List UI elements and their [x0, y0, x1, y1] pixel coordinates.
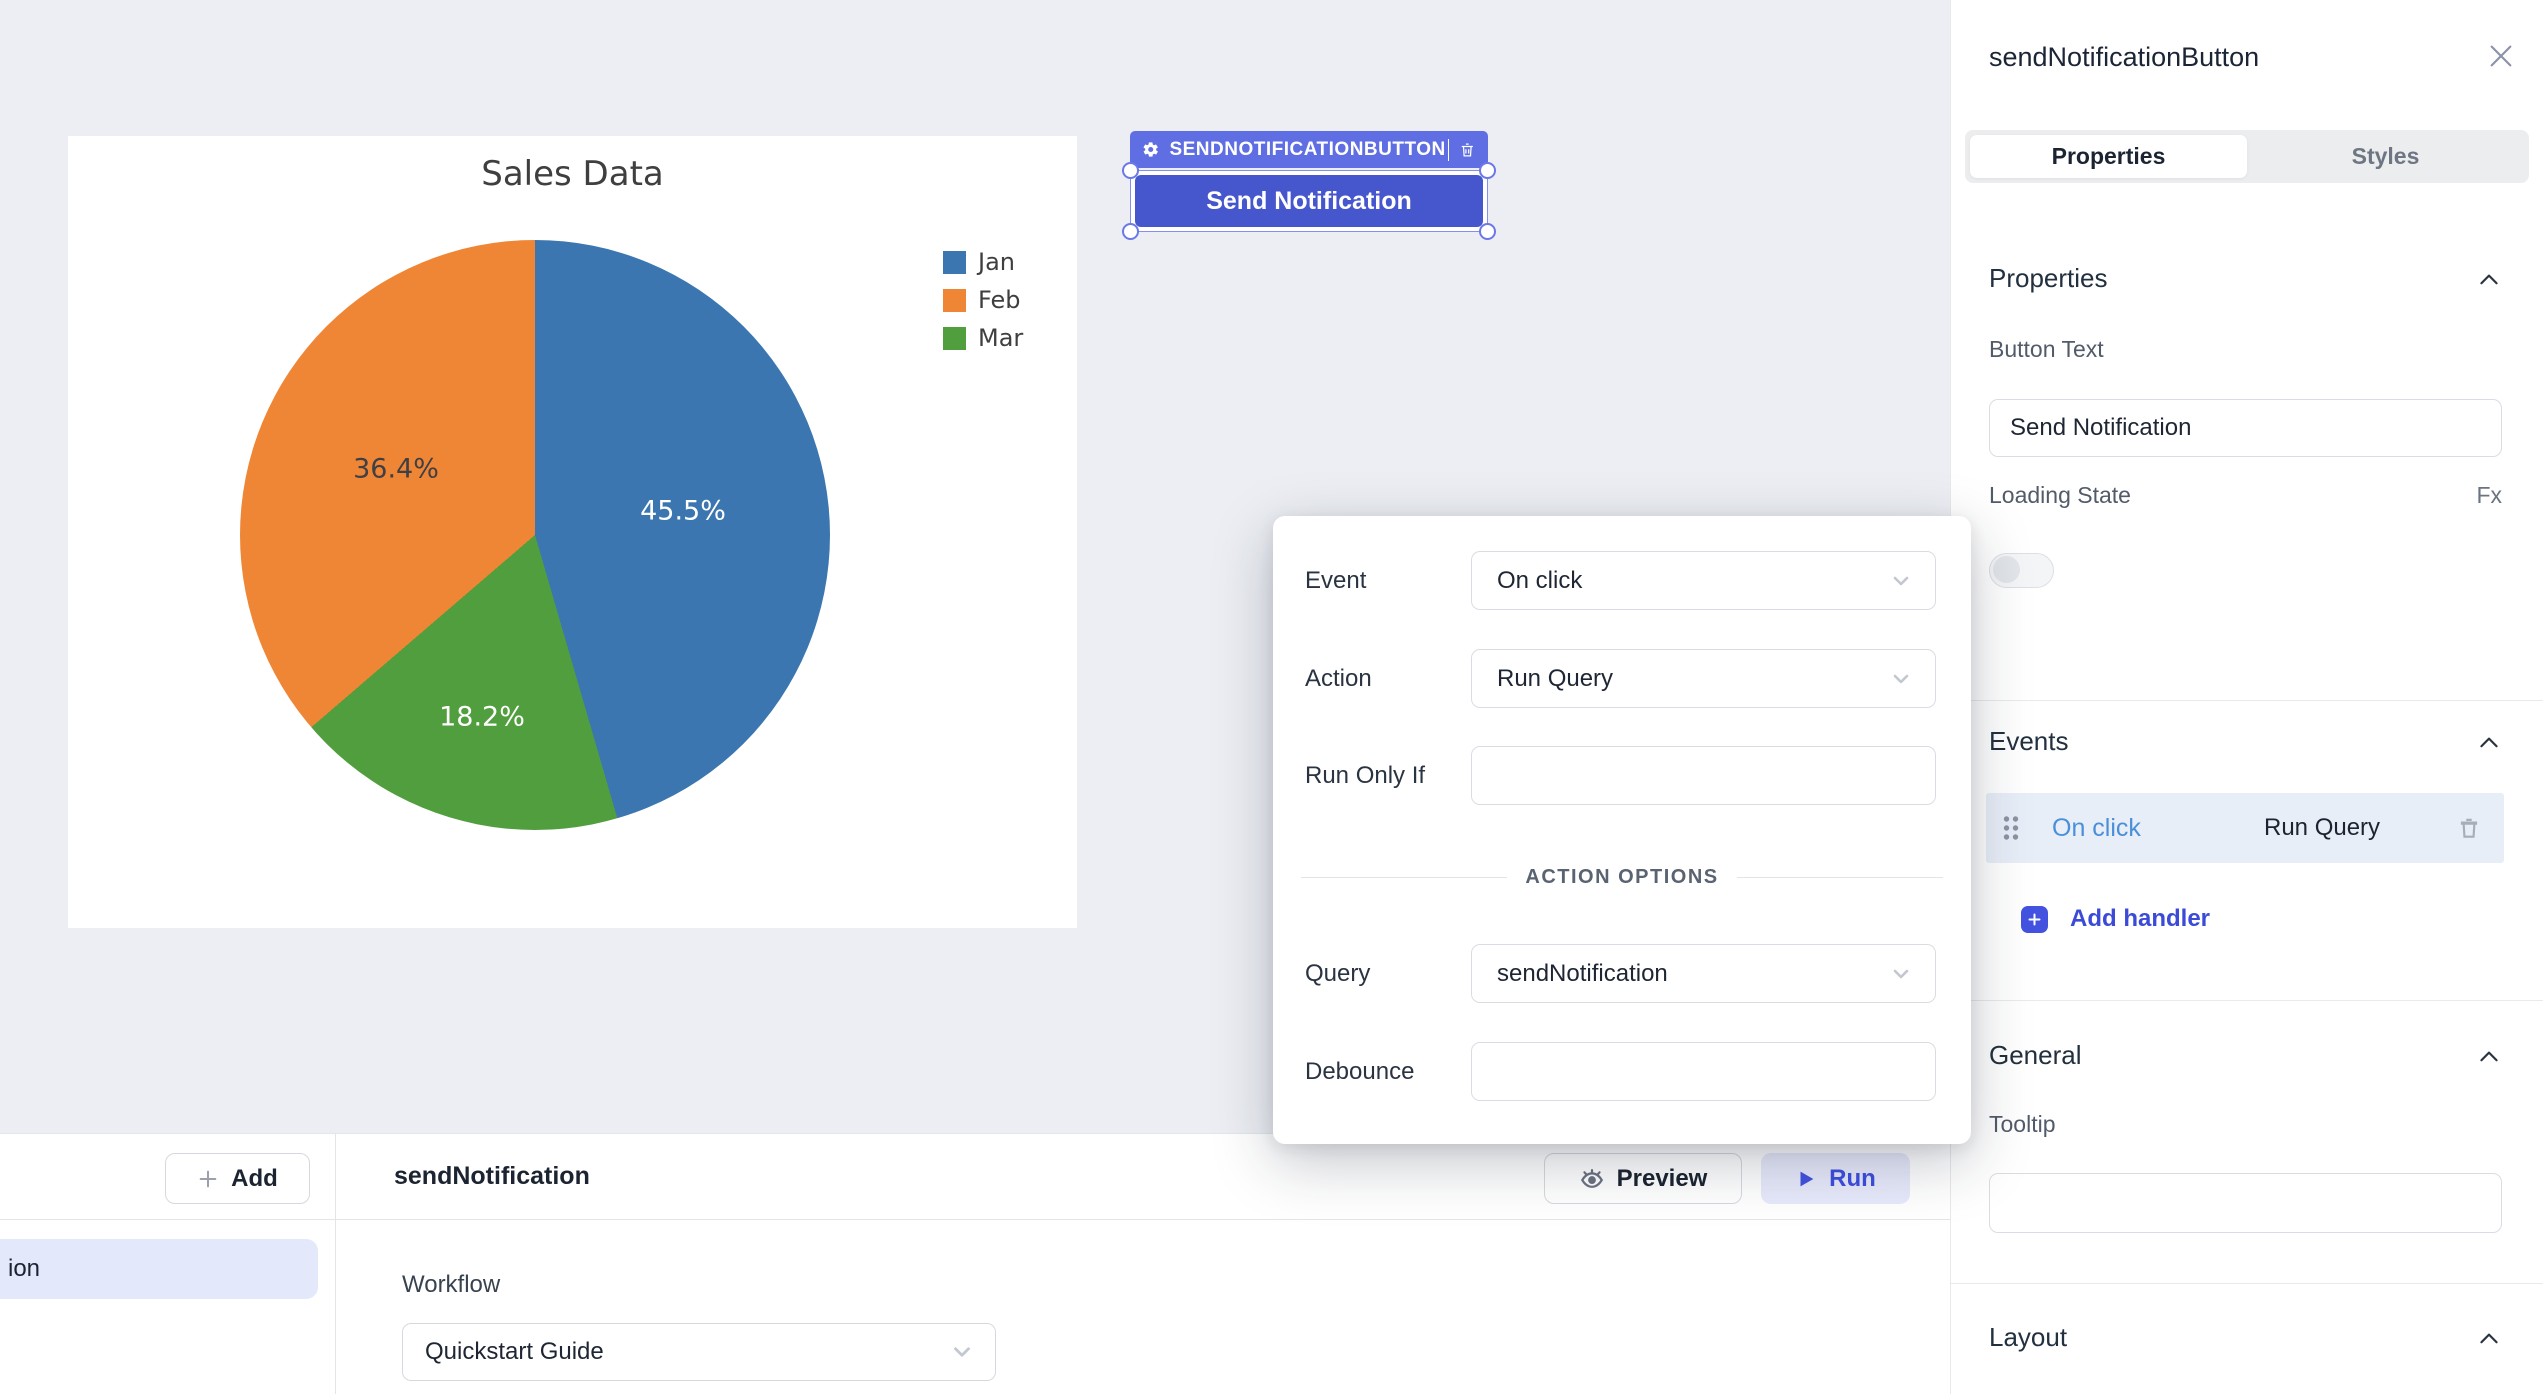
legend-item: Feb: [943, 286, 1023, 314]
workflow-select[interactable]: Quickstart Guide: [402, 1323, 996, 1381]
resize-handle[interactable]: [1122, 162, 1139, 179]
legend-item: Jan: [943, 248, 1023, 276]
query-editor-panel: Add sendNotification Preview Run ion Wor…: [0, 1133, 1950, 1394]
button-text-label: Button Text: [1989, 336, 2104, 362]
button-text-input[interactable]: [1989, 399, 2502, 457]
play-icon: [1800, 1171, 1814, 1186]
inspector-title: sendNotificationButton: [1989, 42, 2260, 72]
panel-divider: [335, 1134, 336, 1394]
chevron-down-icon: [1893, 969, 1909, 978]
event-handler-row[interactable]: On click Run Query: [1986, 793, 2504, 863]
chart-widget-card[interactable]: Sales Data 45.5% 36.4% 18.2% Jan Feb Mar: [68, 136, 1077, 928]
query-field-label: Query: [1305, 959, 1371, 987]
run-only-if-label: Run Only If: [1305, 761, 1426, 789]
loading-state-label: Loading State: [1989, 482, 2131, 508]
chevron-down-icon: [954, 1347, 970, 1357]
tab-styles[interactable]: Styles: [2351, 143, 2420, 169]
pie-label-feb: 36.4%: [353, 453, 439, 485]
section-divider: [1951, 1000, 2543, 1001]
collapse-events-icon[interactable]: [2476, 730, 2502, 756]
loading-state-toggle[interactable]: [1989, 553, 2054, 588]
events-section-heading: Events: [1989, 726, 2069, 756]
legend-swatch-jan: [943, 250, 966, 274]
chevron-down-icon: [1893, 576, 1909, 585]
send-notification-button[interactable]: Send Notification: [1135, 175, 1483, 227]
delete-handler-icon[interactable]: [2456, 815, 2482, 841]
general-section-heading: General: [1989, 1040, 2082, 1070]
handler-event-label[interactable]: On click: [2052, 813, 2141, 842]
legend-item: Mar: [943, 324, 1023, 352]
add-query-button[interactable]: Add: [165, 1153, 310, 1204]
chevron-down-icon: [1893, 674, 1909, 683]
collapse-general-icon[interactable]: [2476, 1044, 2502, 1070]
widget-selection-box[interactable]: Send Notification: [1122, 162, 1496, 240]
pie-label-mar: 18.2%: [439, 701, 525, 733]
resize-handle[interactable]: [1479, 162, 1496, 179]
layout-section-heading: Layout: [1989, 1322, 2068, 1352]
workflow-label: Workflow: [402, 1271, 501, 1298]
section-divider: [1951, 1283, 2543, 1284]
eye-icon: [1580, 1168, 1603, 1188]
section-divider: [1951, 700, 2543, 701]
preview-button[interactable]: Preview: [1544, 1153, 1742, 1204]
action-field-row: Action Run Query: [1305, 649, 1936, 708]
tooltip-input[interactable]: [1989, 1173, 2502, 1233]
collapse-layout-icon[interactable]: [2476, 1326, 2502, 1352]
text-cursor: [1447, 138, 1450, 161]
debounce-field-row: Debounce: [1305, 1042, 1936, 1101]
debounce-field-label: Debounce: [1305, 1057, 1415, 1085]
debounce-input[interactable]: [1471, 1042, 1936, 1101]
close-icon[interactable]: [2485, 40, 2517, 72]
chart-legend: Jan Feb Mar: [943, 248, 1023, 362]
drag-handle-icon[interactable]: [2000, 813, 2022, 843]
collapse-properties-icon[interactable]: [2476, 267, 2502, 293]
action-select[interactable]: Run Query: [1471, 649, 1936, 708]
run-only-if-input[interactable]: [1471, 746, 1936, 805]
resize-handle[interactable]: [1122, 223, 1139, 240]
event-handler-popup: Event On click Action Run Query Run Only…: [1273, 516, 1971, 1144]
plus-icon: [199, 1170, 217, 1187]
inspector-tabs: Properties Styles: [1965, 130, 2529, 183]
event-field-row: Event On click: [1305, 551, 1936, 610]
handler-action-label[interactable]: Run Query: [2264, 814, 2381, 841]
plus-icon: [2021, 905, 2048, 933]
properties-section-heading: Properties: [1989, 263, 2108, 293]
inspector-panel: sendNotificationButton Properties Styles…: [1950, 0, 2543, 1394]
query-field-row: Query sendNotification: [1305, 944, 1936, 1003]
run-button[interactable]: Run: [1761, 1153, 1910, 1204]
resize-handle[interactable]: [1479, 223, 1496, 240]
widget-name-tag[interactable]: SENDNOTIFICATIONBUTTON: [1130, 131, 1488, 168]
run-only-if-field[interactable]: [1497, 761, 1913, 790]
fx-toggle-label[interactable]: Fx: [2476, 482, 2502, 508]
widget-name-label[interactable]: SENDNOTIFICATIONBUTTON: [1169, 138, 1446, 160]
tooltip-label: Tooltip: [1989, 1111, 2056, 1137]
legend-swatch-mar: [943, 326, 966, 350]
add-handler-button[interactable]: Add handler: [2021, 905, 2210, 933]
query-select[interactable]: sendNotification: [1471, 944, 1936, 1003]
delete-widget-icon[interactable]: [1459, 140, 1476, 160]
run-only-if-row: Run Only If: [1305, 746, 1936, 805]
chart-title: Sales Data: [481, 154, 664, 194]
header-divider: [0, 1219, 1950, 1220]
tab-properties[interactable]: Properties: [1970, 135, 2247, 178]
event-select[interactable]: On click: [1471, 551, 1936, 610]
action-field-label: Action: [1305, 664, 1372, 692]
legend-swatch-feb: [943, 288, 966, 312]
pie-chart: [240, 240, 830, 830]
debounce-field[interactable]: [1497, 1057, 1913, 1086]
action-options-label: ACTION OPTIONS: [1525, 865, 1719, 888]
query-title: sendNotification: [394, 1162, 590, 1190]
action-options-divider: ACTION OPTIONS: [1301, 864, 1944, 890]
gear-icon[interactable]: [1142, 139, 1159, 160]
event-field-label: Event: [1305, 566, 1367, 594]
query-list-item-selected[interactable]: ion: [0, 1239, 318, 1299]
pie-label-jan: 45.5%: [640, 495, 726, 527]
